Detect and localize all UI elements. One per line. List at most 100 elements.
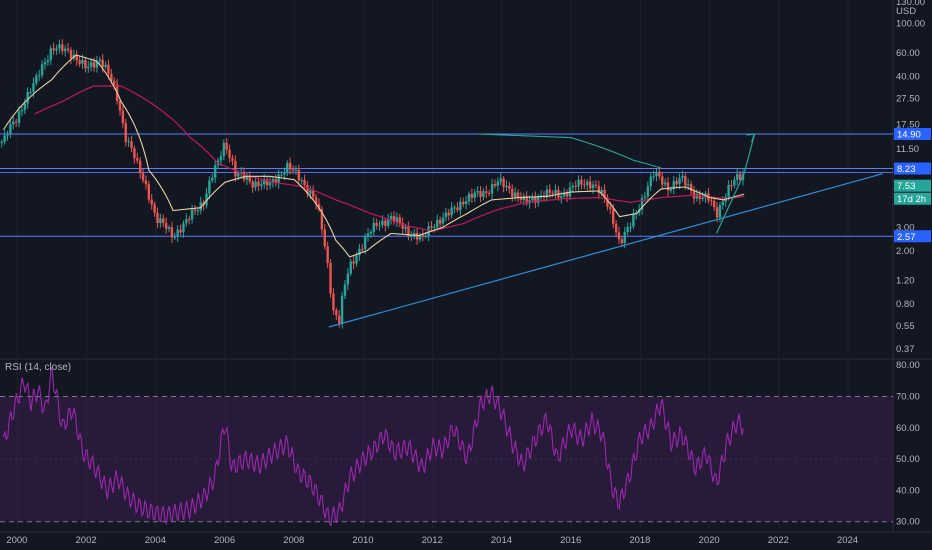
- candle-body[interactable]: [554, 189, 557, 194]
- candle-body[interactable]: [78, 60, 81, 64]
- candle-body[interactable]: [228, 149, 231, 159]
- price-badge[interactable]: [894, 230, 931, 243]
- candle-body[interactable]: [188, 219, 191, 221]
- candle-body[interactable]: [482, 191, 485, 197]
- candle-body[interactable]: [490, 183, 494, 194]
- candle-body[interactable]: [678, 178, 681, 185]
- candle-body[interactable]: [736, 173, 739, 180]
- candle-body[interactable]: [95, 61, 99, 68]
- candle-body[interactable]: [81, 59, 84, 64]
- candle-body[interactable]: [23, 103, 27, 111]
- price-badge[interactable]: [894, 179, 931, 192]
- candle-body[interactable]: [629, 226, 632, 228]
- candle-body[interactable]: [234, 161, 237, 177]
- candle-body[interactable]: [263, 179, 266, 185]
- candle-body[interactable]: [479, 190, 482, 197]
- candle-body[interactable]: [280, 174, 283, 176]
- candle-body[interactable]: [427, 226, 430, 236]
- candle-body[interactable]: [340, 295, 344, 324]
- candle-body[interactable]: [358, 248, 361, 256]
- candle-body[interactable]: [588, 181, 592, 189]
- candle-body[interactable]: [721, 201, 725, 205]
- candle-body[interactable]: [26, 91, 29, 104]
- candle-body[interactable]: [251, 181, 254, 188]
- candle-body[interactable]: [534, 196, 537, 203]
- candle-body[interactable]: [265, 179, 269, 186]
- candle-body[interactable]: [412, 232, 416, 236]
- candle-body[interactable]: [355, 255, 358, 264]
- candle-body[interactable]: [389, 216, 393, 220]
- candle-body[interactable]: [603, 189, 606, 198]
- candle-body[interactable]: [40, 64, 44, 76]
- candle-body[interactable]: [410, 235, 413, 237]
- candle-body[interactable]: [508, 185, 511, 189]
- candle-body[interactable]: [63, 48, 67, 52]
- candle-body[interactable]: [456, 207, 459, 211]
- candle-body[interactable]: [326, 246, 329, 264]
- candle-body[interactable]: [447, 212, 451, 216]
- candle-body[interactable]: [199, 202, 202, 211]
- candle-body[interactable]: [61, 44, 64, 52]
- candle-body[interactable]: [663, 182, 667, 185]
- candle-body[interactable]: [291, 169, 295, 171]
- candle-body[interactable]: [346, 273, 350, 285]
- candle-body[interactable]: [421, 235, 425, 237]
- candle-body[interactable]: [594, 184, 598, 186]
- candle-body[interactable]: [237, 173, 240, 177]
- candle-body[interactable]: [485, 191, 488, 193]
- candle-body[interactable]: [473, 192, 476, 198]
- candle-body[interactable]: [130, 141, 133, 149]
- candle-body[interactable]: [352, 261, 355, 264]
- candle-body[interactable]: [309, 190, 312, 194]
- candle-body[interactable]: [502, 178, 505, 188]
- candle-body[interactable]: [20, 110, 24, 112]
- candle-body[interactable]: [323, 229, 326, 247]
- candle-body[interactable]: [505, 185, 508, 188]
- candle-body[interactable]: [577, 179, 580, 187]
- ma-fast-line[interactable]: [3, 54, 745, 258]
- candle-body[interactable]: [378, 224, 381, 226]
- candle-body[interactable]: [583, 184, 586, 186]
- candle-body[interactable]: [623, 232, 626, 244]
- candle-body[interactable]: [231, 158, 234, 162]
- candle-body[interactable]: [55, 48, 58, 51]
- candle-body[interactable]: [424, 235, 427, 237]
- candle-body[interactable]: [560, 196, 563, 198]
- candle-body[interactable]: [219, 156, 223, 161]
- candle-body[interactable]: [343, 284, 347, 296]
- candle-body[interactable]: [69, 50, 73, 59]
- candle-body[interactable]: [545, 189, 549, 198]
- candle-body[interactable]: [101, 59, 104, 68]
- candle-body[interactable]: [294, 169, 298, 171]
- candle-body[interactable]: [675, 181, 678, 185]
- candle-body[interactable]: [441, 217, 445, 224]
- candle-body[interactable]: [606, 197, 609, 207]
- candle-body[interactable]: [649, 176, 652, 187]
- candle-body[interactable]: [692, 190, 696, 199]
- candle-body[interactable]: [288, 162, 292, 170]
- candle-body[interactable]: [666, 182, 670, 191]
- candle-body[interactable]: [349, 261, 352, 274]
- candle-body[interactable]: [689, 184, 693, 191]
- candle-body[interactable]: [661, 176, 664, 185]
- candle-body[interactable]: [211, 177, 214, 181]
- candle-body[interactable]: [620, 239, 624, 244]
- candle-body[interactable]: [407, 226, 410, 236]
- candle-body[interactable]: [110, 73, 113, 81]
- candle-body[interactable]: [718, 204, 722, 218]
- candle-body[interactable]: [49, 48, 52, 61]
- candle-body[interactable]: [565, 192, 569, 197]
- candle-body[interactable]: [632, 214, 635, 227]
- candle-body[interactable]: [118, 100, 122, 111]
- candle-body[interactable]: [205, 193, 208, 206]
- candle-body[interactable]: [614, 223, 618, 233]
- candle-body[interactable]: [185, 219, 188, 224]
- candle-body[interactable]: [600, 189, 603, 194]
- candle-body[interactable]: [571, 185, 575, 188]
- candle-body[interactable]: [113, 80, 116, 85]
- candle-body[interactable]: [369, 231, 373, 234]
- rsi-line[interactable]: [2, 367, 744, 527]
- candle-body[interactable]: [193, 209, 197, 211]
- candle-body[interactable]: [476, 190, 479, 193]
- candle-body[interactable]: [715, 207, 719, 218]
